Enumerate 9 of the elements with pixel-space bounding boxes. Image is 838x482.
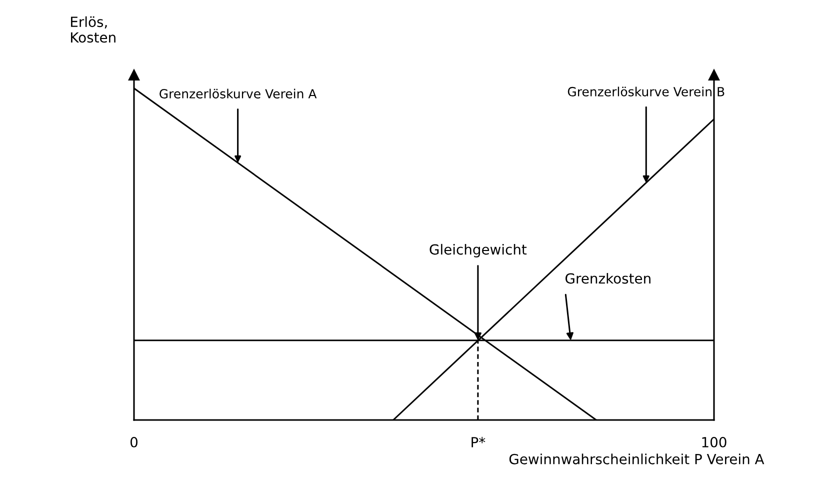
x-tick-label: P* <box>472 436 486 448</box>
annotation: Grenzkosten <box>566 272 650 284</box>
y-axis-title: Erlös, Kosten <box>71 16 116 43</box>
x-axis-title: Gewinnwahrscheinlichkeit P Verein A <box>509 454 764 464</box>
annotation: Gleichgewicht <box>430 244 527 258</box>
x-tick-label: 100 <box>702 436 726 448</box>
annotation: Grenzerlöskurve Verein B <box>568 86 724 96</box>
x-tick-label: 0 <box>130 436 138 448</box>
annotation: Grenzerlöskurve Verein A <box>160 88 317 98</box>
